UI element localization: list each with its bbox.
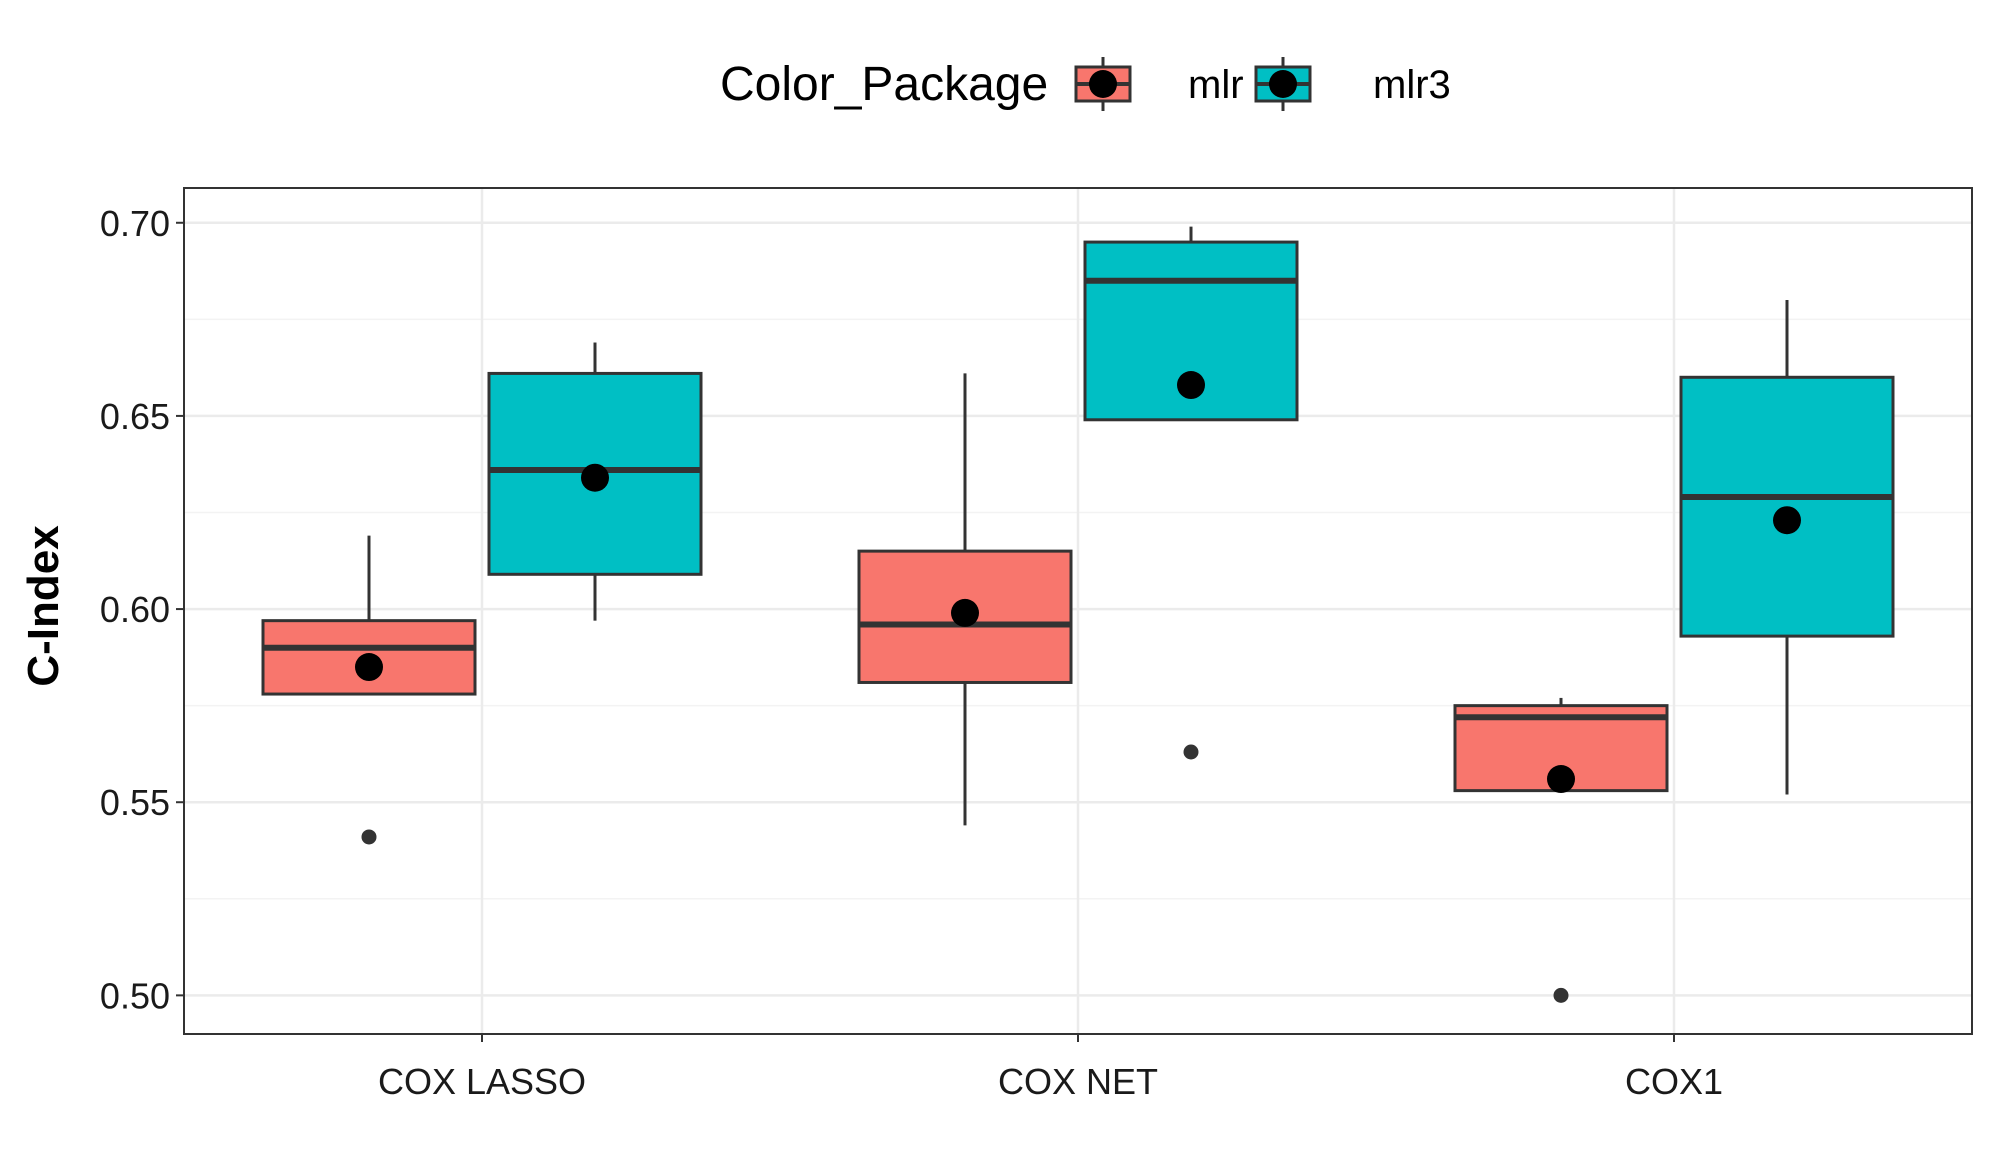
y-tick-label: 0.60 <box>100 589 170 630</box>
mean-point <box>581 463 609 492</box>
box-mlr-cox-lasso <box>261 535 477 845</box>
y-tick-label: 0.50 <box>100 975 170 1016</box>
mean-point <box>1547 765 1575 794</box>
legend-title: Color_Package <box>720 58 1048 111</box>
grid <box>184 188 1972 1034</box>
legend-item-mlr3: mlr3 <box>1254 57 1451 111</box>
box-mlr3-cox-lasso <box>487 342 703 621</box>
box-mlr3-cox1 <box>1679 300 1895 795</box>
mean-point <box>951 598 979 627</box>
outlier-point <box>1553 987 1569 1003</box>
x-tick-label: COX NET <box>998 1061 1158 1102</box>
box-mlr-cox-net <box>857 373 1073 826</box>
outlier-point <box>361 829 377 845</box>
legend-items: mlr mlr3 <box>1074 57 1451 111</box>
x-axis: COX LASSO COX NET COX1 <box>378 1034 1723 1102</box>
mean-point <box>355 653 383 682</box>
legend-key-mean <box>1089 70 1117 98</box>
y-tick-label: 0.65 <box>100 396 170 437</box>
legend-label: mlr3 <box>1373 63 1451 107</box>
x-tick-label: COX LASSO <box>378 1061 586 1102</box>
outlier-point <box>1183 744 1199 760</box>
legend-key-mean <box>1269 70 1297 98</box>
y-tick-label: 0.70 <box>100 203 170 244</box>
boxes <box>261 226 1895 1003</box>
y-axis-title: C-Index <box>19 525 68 687</box>
box-mlr3-cox-net <box>1083 226 1299 760</box>
plot-area: 0.500.550.600.650.70 COX LASSO COX NET COX… <box>100 187 1973 1102</box>
y-axis: 0.50 0.55 0.60 0.65 0.70 <box>100 203 184 1016</box>
box-mlr-cox1 <box>1453 697 1669 1003</box>
mean-point <box>1773 506 1801 535</box>
legend-item-mlr: mlr <box>1074 57 1244 111</box>
legend: Color_Package mlr mlr3 <box>720 57 1451 111</box>
x-tick-label: COX1 <box>1625 1061 1723 1102</box>
legend-label: mlr <box>1188 63 1244 107</box>
mean-point <box>1177 371 1205 400</box>
y-tick-label: 0.55 <box>100 782 170 823</box>
